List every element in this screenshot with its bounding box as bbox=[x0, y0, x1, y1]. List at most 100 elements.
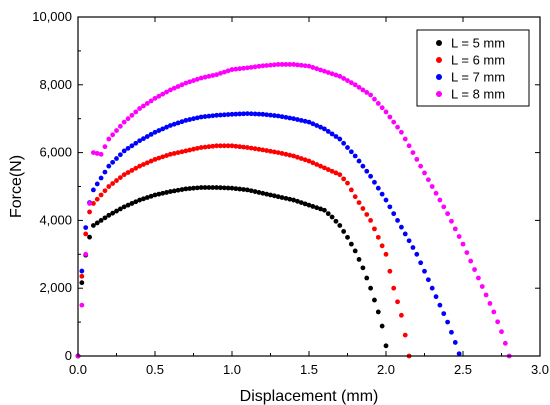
data-point bbox=[345, 180, 350, 186]
data-point bbox=[133, 199, 139, 205]
data-point bbox=[275, 113, 281, 119]
data-point bbox=[379, 323, 385, 329]
data-point bbox=[329, 71, 335, 77]
data-point bbox=[137, 138, 143, 144]
data-point bbox=[360, 87, 366, 93]
data-point bbox=[117, 123, 123, 129]
data-point bbox=[329, 214, 335, 220]
data-point bbox=[221, 69, 227, 75]
data-points bbox=[75, 62, 512, 359]
data-point bbox=[252, 146, 258, 152]
legend-marker bbox=[436, 74, 442, 80]
data-point bbox=[218, 185, 223, 191]
data-point bbox=[406, 238, 412, 244]
data-point bbox=[399, 312, 404, 318]
data-point bbox=[291, 116, 296, 122]
series-4 bbox=[75, 62, 512, 359]
data-point bbox=[325, 211, 331, 217]
data-point bbox=[114, 156, 119, 161]
data-point bbox=[117, 175, 123, 181]
data-point bbox=[91, 201, 96, 206]
data-point bbox=[464, 250, 470, 256]
data-point bbox=[314, 162, 320, 167]
data-point bbox=[237, 186, 243, 192]
data-point bbox=[337, 136, 343, 142]
x-tick-label: 2.5 bbox=[454, 362, 472, 377]
data-point bbox=[252, 111, 258, 117]
data-point bbox=[306, 202, 312, 208]
data-point bbox=[87, 234, 92, 240]
data-point bbox=[310, 65, 316, 70]
data-point bbox=[133, 140, 139, 146]
data-point bbox=[164, 190, 169, 195]
data-point bbox=[456, 234, 462, 239]
data-point bbox=[375, 234, 381, 240]
data-point bbox=[314, 205, 320, 211]
data-point bbox=[422, 268, 427, 274]
data-point bbox=[399, 224, 404, 230]
data-point bbox=[256, 190, 262, 195]
data-point bbox=[229, 143, 235, 149]
data-point bbox=[268, 192, 273, 198]
data-point bbox=[391, 211, 397, 217]
data-point bbox=[271, 62, 277, 68]
data-point bbox=[318, 163, 323, 169]
data-point bbox=[87, 201, 92, 206]
data-point bbox=[191, 116, 196, 122]
data-point bbox=[298, 62, 304, 68]
data-point bbox=[210, 73, 216, 78]
data-point bbox=[302, 157, 308, 163]
data-point bbox=[218, 112, 223, 118]
x-tick-label: 0.5 bbox=[146, 362, 164, 377]
data-point bbox=[333, 218, 339, 224]
data-point bbox=[94, 181, 100, 187]
data-point bbox=[260, 63, 266, 69]
data-point bbox=[483, 292, 489, 298]
data-point bbox=[245, 111, 250, 117]
data-point bbox=[152, 129, 158, 135]
data-point bbox=[433, 294, 439, 300]
data-point bbox=[233, 143, 239, 149]
data-point bbox=[445, 319, 450, 325]
data-point bbox=[121, 204, 127, 210]
data-point bbox=[202, 144, 208, 150]
data-point bbox=[187, 117, 193, 122]
data-point bbox=[248, 145, 254, 151]
data-point bbox=[148, 193, 154, 199]
data-point bbox=[391, 119, 397, 125]
data-point bbox=[206, 185, 212, 190]
data-point bbox=[79, 268, 85, 274]
data-point bbox=[368, 92, 373, 98]
data-point bbox=[341, 229, 347, 234]
data-point bbox=[102, 144, 108, 150]
data-point bbox=[418, 163, 424, 169]
data-point bbox=[460, 241, 466, 247]
data-point bbox=[121, 172, 127, 178]
data-point bbox=[375, 101, 381, 106]
x-tick-label: 1.0 bbox=[223, 362, 241, 377]
y-tick-label: 4,000 bbox=[39, 212, 72, 227]
data-point bbox=[360, 163, 366, 169]
y-axis-title: Force(N) bbox=[8, 155, 25, 218]
data-point bbox=[160, 91, 166, 97]
data-point bbox=[114, 208, 119, 214]
data-point bbox=[387, 204, 393, 210]
legend-marker bbox=[436, 91, 442, 97]
data-point bbox=[283, 62, 289, 67]
data-point bbox=[206, 73, 212, 79]
data-point bbox=[410, 150, 416, 156]
data-point bbox=[348, 149, 354, 155]
data-point bbox=[148, 98, 154, 104]
data-point bbox=[348, 241, 354, 247]
data-point bbox=[341, 176, 347, 182]
data-point bbox=[395, 124, 400, 130]
data-point bbox=[156, 128, 162, 133]
data-point bbox=[245, 145, 250, 150]
data-point bbox=[125, 145, 131, 151]
data-point bbox=[144, 134, 150, 139]
data-point bbox=[237, 66, 243, 72]
data-point bbox=[279, 114, 285, 120]
data-point bbox=[214, 72, 220, 78]
data-point bbox=[268, 148, 273, 154]
data-point bbox=[356, 84, 362, 90]
